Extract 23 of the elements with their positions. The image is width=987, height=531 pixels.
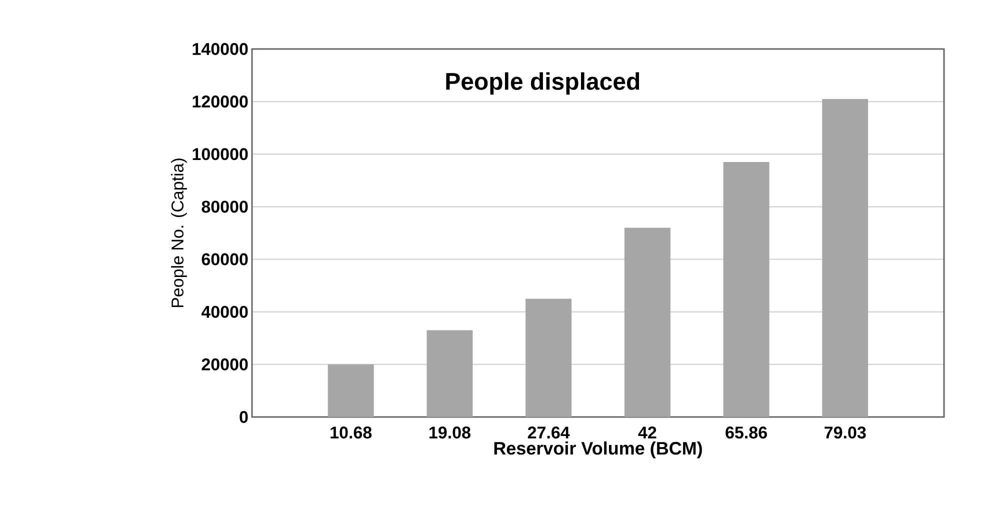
y-tick-label: 120000 bbox=[192, 96, 248, 108]
y-tick-label: 60000 bbox=[202, 253, 248, 266]
x-tick-label: 19.08 bbox=[430, 426, 470, 439]
x-tick-label: 79.03 bbox=[824, 426, 866, 439]
y-axis-title: People No. (Captia) bbox=[171, 158, 187, 308]
bar bbox=[822, 98, 868, 417]
bar bbox=[526, 298, 572, 417]
x-axis-title: Reservoir Volume (BCM) bbox=[494, 441, 702, 458]
y-tick-label: 20000 bbox=[202, 358, 248, 370]
bar bbox=[624, 228, 670, 417]
y-tick-label: 100000 bbox=[192, 148, 248, 160]
y-tick-label: 0 bbox=[240, 410, 248, 424]
bar bbox=[328, 364, 374, 417]
x-tick-label: 10.68 bbox=[330, 426, 372, 439]
y-tick-label: 140000 bbox=[192, 42, 248, 56]
x-tick-label: 42 bbox=[638, 426, 656, 438]
x-tick-label: 65.86 bbox=[726, 426, 767, 439]
x-tick-label: 27.64 bbox=[528, 426, 570, 439]
bar bbox=[723, 162, 770, 417]
y-tick-label: 40000 bbox=[201, 306, 248, 318]
bar bbox=[426, 330, 473, 417]
y-tick-label: 80000 bbox=[202, 200, 248, 213]
text: People displaced bbox=[446, 72, 640, 95]
